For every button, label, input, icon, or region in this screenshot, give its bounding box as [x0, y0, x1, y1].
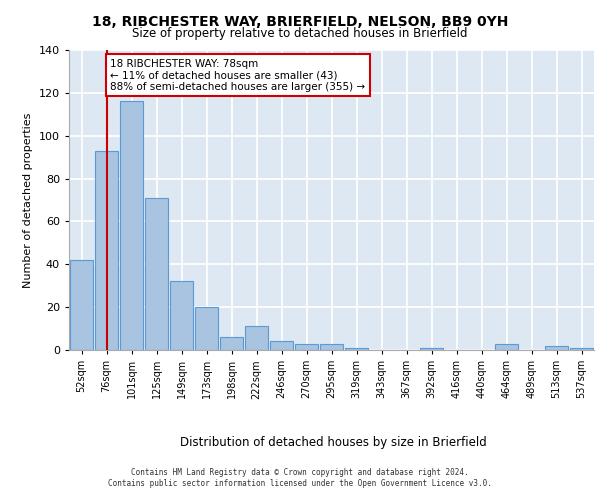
Text: Contains HM Land Registry data © Crown copyright and database right 2024.
Contai: Contains HM Land Registry data © Crown c… — [108, 468, 492, 487]
Bar — [419, 348, 443, 350]
Y-axis label: Number of detached properties: Number of detached properties — [23, 112, 33, 288]
Bar — [194, 307, 218, 350]
Text: Distribution of detached houses by size in Brierfield: Distribution of detached houses by size … — [179, 436, 487, 449]
Bar — [170, 282, 193, 350]
Bar — [320, 344, 343, 350]
Bar — [269, 342, 293, 350]
Bar — [344, 348, 368, 350]
Bar — [220, 337, 244, 350]
Bar — [119, 102, 143, 350]
Bar — [494, 344, 518, 350]
Bar — [70, 260, 94, 350]
Bar — [295, 344, 319, 350]
Bar — [245, 326, 268, 350]
Bar — [569, 348, 593, 350]
Text: 18 RIBCHESTER WAY: 78sqm
← 11% of detached houses are smaller (43)
88% of semi-d: 18 RIBCHESTER WAY: 78sqm ← 11% of detach… — [110, 58, 365, 92]
Text: 18, RIBCHESTER WAY, BRIERFIELD, NELSON, BB9 0YH: 18, RIBCHESTER WAY, BRIERFIELD, NELSON, … — [92, 15, 508, 29]
Bar — [545, 346, 568, 350]
Bar — [145, 198, 169, 350]
Text: Size of property relative to detached houses in Brierfield: Size of property relative to detached ho… — [132, 28, 468, 40]
Bar — [95, 150, 118, 350]
